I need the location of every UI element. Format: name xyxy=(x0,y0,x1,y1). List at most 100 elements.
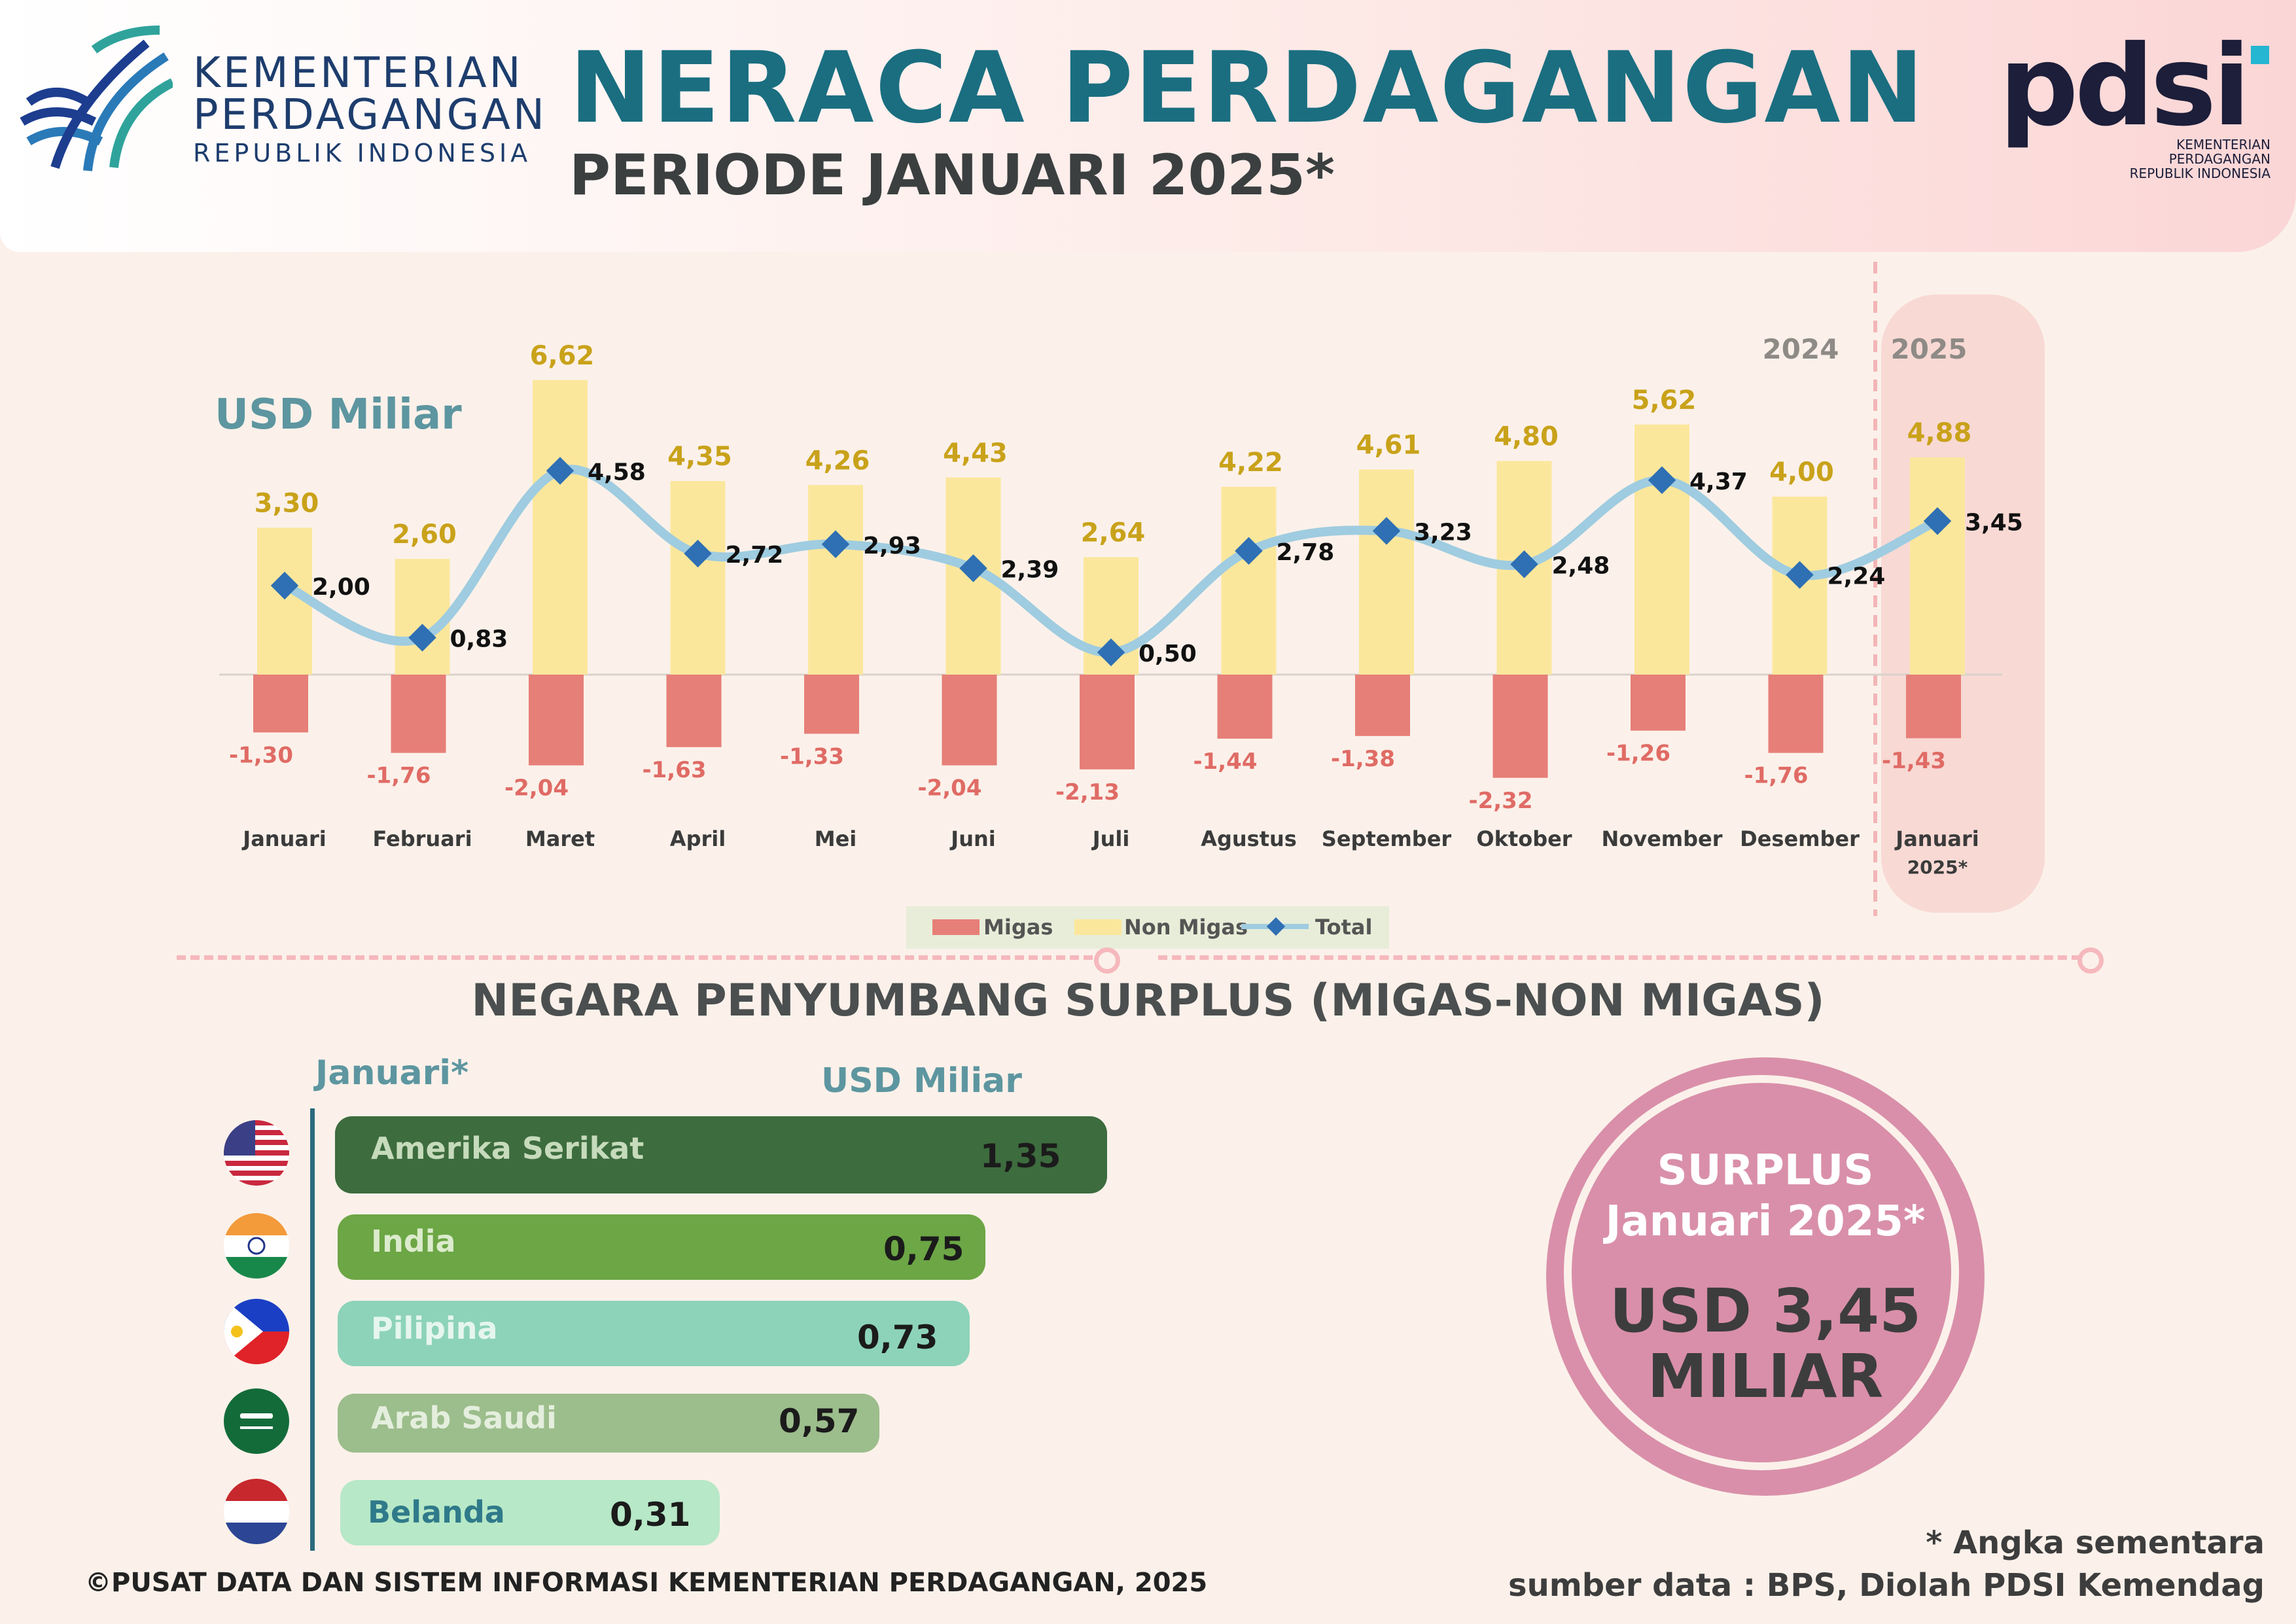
non-migas-value-label: 4,22 xyxy=(1218,448,1283,478)
migas-value-label: -2,32 xyxy=(1469,788,1533,814)
country-value: 1,35 xyxy=(980,1137,1061,1175)
non-migas-value-label: 4,35 xyxy=(667,442,732,472)
migas-value-label: -2,04 xyxy=(918,775,982,802)
india-flag-icon xyxy=(224,1213,289,1279)
page-subtitle: PERIODE JANUARI 2025* xyxy=(569,143,1335,208)
non-migas-value-label: 2,60 xyxy=(392,520,457,550)
country-name: Belanda xyxy=(368,1494,505,1530)
migas-value-label: -1,63 xyxy=(643,757,707,783)
non-migas-bar xyxy=(1910,457,1965,675)
total-value-label: 3,45 xyxy=(1965,509,2023,536)
x-tick-label: November xyxy=(1601,826,1722,851)
country-value: 0,31 xyxy=(610,1496,691,1534)
pdsi-logo-icon: pdsi xyxy=(1999,33,2269,151)
non-migas-value-label: 2,64 xyxy=(1081,518,1146,548)
provisional-note: * Angka sementara xyxy=(1926,1525,2265,1561)
migas-bar xyxy=(1217,675,1273,739)
legend-label-migas: Migas xyxy=(983,915,1053,940)
pdsi-logo-text: pdsi xyxy=(1999,33,2247,151)
non-migas-bar xyxy=(808,485,863,675)
total-value-label: 4,37 xyxy=(1689,468,1748,495)
total-value-label: 2,93 xyxy=(863,533,921,559)
page-title: NERACA PERDAGANGAN xyxy=(569,31,1925,145)
x-tick-label: April xyxy=(670,826,726,851)
total-value-label: 2,72 xyxy=(726,542,784,569)
country-name: Arab Saudi xyxy=(371,1400,557,1436)
ministry-line1: KEMENTERIAN xyxy=(193,49,523,97)
us-flag-icon xyxy=(224,1120,289,1186)
period-label: Januari* xyxy=(315,1053,469,1093)
migas-bar xyxy=(666,675,722,747)
legend-swatch-non-migas xyxy=(1074,919,1122,935)
x-tick-label: Juni xyxy=(949,826,995,851)
x-tick-label: Oktober xyxy=(1476,826,1572,851)
non-migas-value-label: 3,30 xyxy=(255,489,319,519)
separator-right xyxy=(1158,955,2081,960)
year-label-2024: 2024 xyxy=(1763,333,1839,365)
migas-value-label: -2,13 xyxy=(1055,779,1120,805)
legend-label-total: Total xyxy=(1315,915,1372,940)
migas-value-label: -1,76 xyxy=(1744,763,1809,789)
migas-bar xyxy=(391,675,446,753)
migas-bar xyxy=(1492,675,1548,778)
copyright: ©PUSAT DATA DAN SISTEM INFORMASI KEMENTE… xyxy=(85,1568,1208,1598)
saudi-flag-icon xyxy=(224,1388,289,1454)
total-value-label: 4,58 xyxy=(588,459,646,486)
country-bar xyxy=(338,1214,985,1280)
migas-value-label: -1,38 xyxy=(1331,746,1395,772)
total-point-marker xyxy=(684,539,712,568)
netherlands-flag-icon xyxy=(224,1479,289,1544)
x-tick-label: September xyxy=(1322,826,1452,851)
migas-bar xyxy=(1080,675,1135,769)
ministry-logo-icon xyxy=(20,26,173,171)
x-tick-label-year: 2025* xyxy=(1907,856,1968,878)
country-name: Amerika Serikat xyxy=(371,1131,645,1166)
total-point-marker xyxy=(959,554,987,582)
country-value: 0,57 xyxy=(779,1402,860,1440)
surplus-badge-amount: USD 3,45 xyxy=(1609,1276,1922,1346)
non-migas-value-label: 6,62 xyxy=(530,341,595,371)
separator-dot-left xyxy=(1094,947,1120,974)
country-bar xyxy=(340,1480,720,1545)
total-value-label: 2,39 xyxy=(1001,556,1059,583)
migas-value-label: -1,43 xyxy=(1882,748,1946,774)
total-value-label: 2,48 xyxy=(1552,552,1610,579)
legend-label-non-migas: Non Migas xyxy=(1124,915,1248,940)
surplus-badge-unit: MILIAR xyxy=(1647,1341,1884,1411)
ministry-name: KEMENTERIAN PERDAGANGAN REPUBLIK INDONES… xyxy=(193,52,547,170)
country-name: Pilipina xyxy=(371,1311,498,1346)
non-migas-bar xyxy=(533,380,588,675)
non-migas-value-label: 4,26 xyxy=(805,446,870,476)
separator-dot-right xyxy=(2077,947,2104,974)
country-bar xyxy=(338,1394,879,1453)
ministry-line3: REPUBLIK INDONESIA xyxy=(193,139,532,168)
legend-swatch-migas xyxy=(932,919,980,935)
trade-balance-chart: 2024 2025 USD Miliar 3,30 -1,30 2,60 -1,76 6,62… xyxy=(215,262,2045,949)
legend-marker-total xyxy=(1266,917,1286,936)
pdsi-sub-line2: REPUBLIK INDONESIA xyxy=(2129,166,2270,181)
x-tick-label: Agustus xyxy=(1201,826,1297,851)
migas-value-label: -1,26 xyxy=(1606,741,1670,767)
ministry-line2: PERDAGANGAN xyxy=(193,91,547,139)
x-tick-label: Februari xyxy=(372,826,472,851)
non-migas-value-label: 4,00 xyxy=(1769,457,1834,487)
x-tick-label: Januari xyxy=(1894,826,1979,851)
total-point-marker xyxy=(1097,638,1125,667)
total-value-label: 2,00 xyxy=(312,574,370,601)
year-label-2025: 2025 xyxy=(1891,333,1968,365)
non-migas-value-label: 4,61 xyxy=(1356,431,1421,461)
country-name: India xyxy=(371,1224,456,1259)
surplus-badge-period: Januari 2025* xyxy=(1605,1197,1926,1246)
non-migas-bar xyxy=(670,481,726,675)
migas-bar xyxy=(942,675,997,766)
country-value: 0,75 xyxy=(883,1230,964,1268)
non-migas-bar xyxy=(1221,487,1277,675)
migas-bar xyxy=(1906,675,1961,739)
total-point-marker xyxy=(1235,537,1263,565)
total-value-label: 2,24 xyxy=(1828,563,1886,590)
x-tick-label: Maret xyxy=(525,826,595,851)
separator-left xyxy=(177,955,1093,960)
country-bar xyxy=(335,1116,1107,1193)
pdsi-sub-line1: KEMENTERIAN PERDAGANGAN xyxy=(2168,137,2270,167)
country-value: 0,73 xyxy=(857,1318,938,1356)
